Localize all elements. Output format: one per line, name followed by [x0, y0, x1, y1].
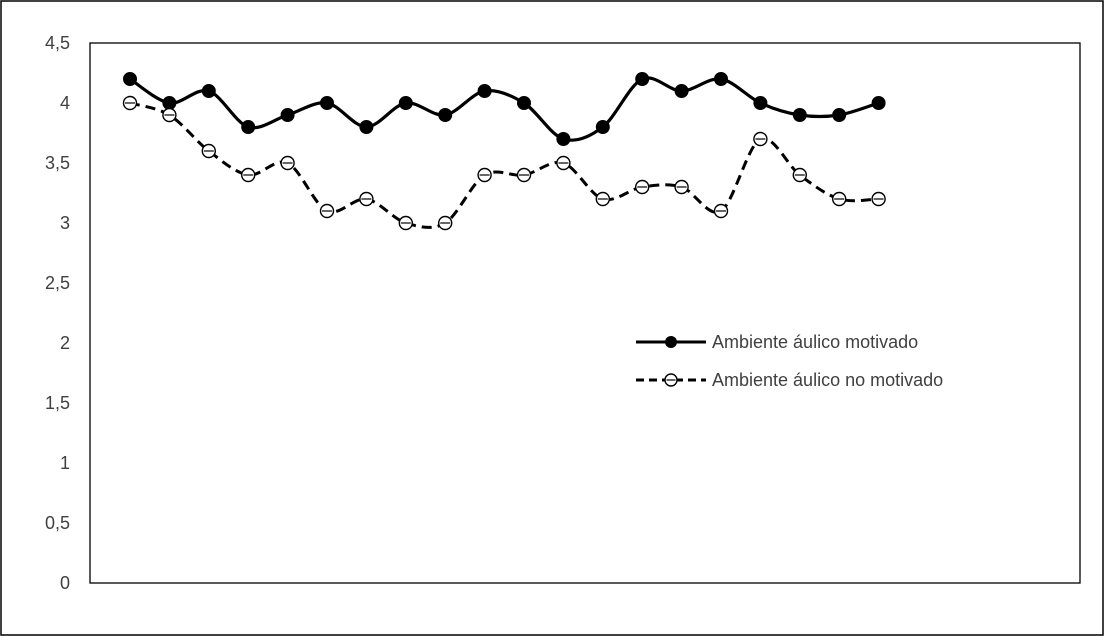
- series-1: [123, 72, 886, 146]
- data-point: [832, 108, 847, 122]
- data-point: [201, 143, 217, 159]
- legend-label: Ambiente áulico motivado: [712, 332, 918, 352]
- data-point: [792, 108, 807, 122]
- data-point: [280, 155, 295, 171]
- data-point: [320, 96, 334, 110]
- y-tick-label: 1,5: [45, 393, 70, 413]
- y-tick-label: 2,5: [45, 273, 70, 293]
- data-point: [792, 167, 807, 183]
- data-point: [398, 215, 413, 231]
- data-point: [713, 203, 729, 219]
- series-layer: [122, 72, 886, 231]
- data-point: [832, 191, 847, 207]
- data-point: [595, 120, 610, 134]
- legend-marker: [664, 373, 678, 387]
- data-point: [595, 191, 610, 207]
- data-point: [359, 191, 374, 207]
- data-point: [241, 120, 256, 134]
- data-point: [201, 84, 216, 98]
- y-tick-label: 1: [60, 453, 70, 473]
- data-point: [871, 191, 886, 207]
- data-point: [714, 72, 728, 86]
- data-point: [240, 167, 256, 183]
- data-point: [635, 72, 650, 86]
- data-point: [477, 84, 492, 98]
- y-tick-label: 4: [60, 93, 70, 113]
- data-point: [162, 107, 177, 123]
- plot-area-border: [89, 42, 1081, 584]
- data-point: [556, 132, 571, 146]
- legend-marker: [665, 336, 677, 348]
- data-point: [162, 96, 177, 110]
- y-tick-label: 4,5: [45, 33, 70, 53]
- legend-item: Ambiente áulico motivado: [636, 332, 918, 352]
- data-point: [674, 179, 689, 195]
- data-point: [635, 179, 650, 195]
- data-point: [477, 167, 492, 183]
- legend: Ambiente áulico motivado Ambiente áulico …: [636, 332, 943, 390]
- data-point: [280, 108, 295, 122]
- data-point: [359, 120, 374, 134]
- data-point: [438, 108, 453, 122]
- data-point: [674, 84, 689, 98]
- y-tick-label: 3: [60, 213, 70, 233]
- data-point: [753, 96, 768, 110]
- data-point: [438, 215, 453, 231]
- data-point: [122, 95, 138, 111]
- y-tick-label: 0: [60, 573, 70, 593]
- y-tick-label: 3,5: [45, 153, 70, 173]
- data-point: [398, 96, 413, 110]
- data-point: [753, 131, 768, 147]
- series-2: [122, 95, 886, 231]
- data-point: [517, 96, 531, 110]
- y-tick-label: 0,5: [45, 513, 70, 533]
- y-tick-label: 2: [60, 333, 70, 353]
- data-point: [516, 167, 532, 183]
- data-point: [556, 155, 571, 171]
- legend-item: Ambiente áulico no motivado: [636, 370, 943, 390]
- data-point: [123, 72, 137, 86]
- legend-label: Ambiente áulico no motivado: [712, 370, 943, 390]
- data-point: [319, 203, 335, 219]
- data-point: [871, 96, 886, 110]
- y-axis-ticks: 0 0,5 1 1,5 2 2,5 3 3,5 4 4,5: [45, 33, 70, 593]
